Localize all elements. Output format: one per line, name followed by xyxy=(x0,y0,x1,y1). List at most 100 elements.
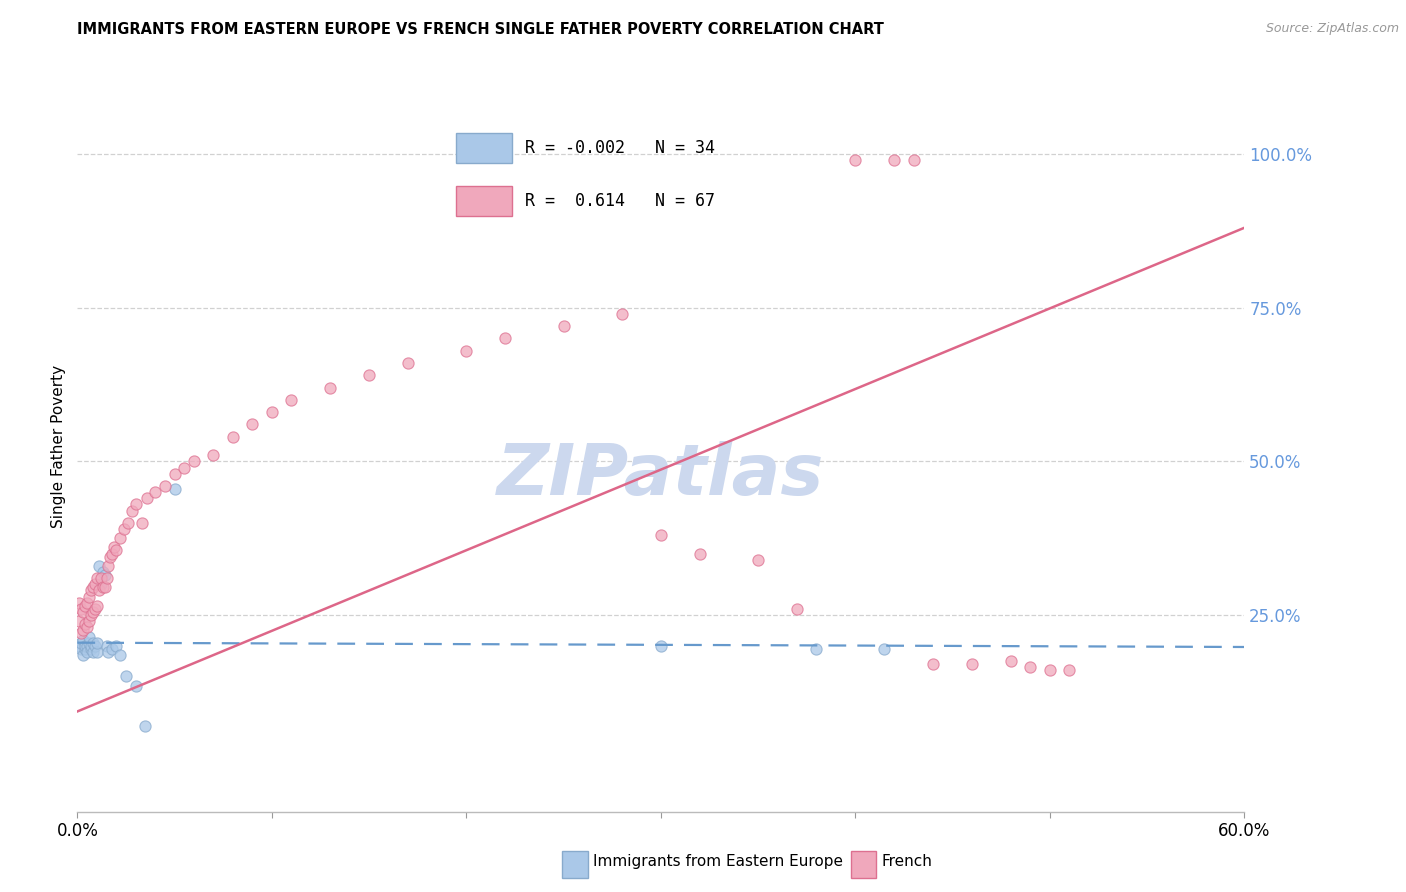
Point xyxy=(103,541,125,555)
Point xyxy=(456,343,478,358)
Point xyxy=(82,645,104,659)
Point xyxy=(91,580,114,594)
Point xyxy=(77,590,100,604)
Point xyxy=(124,679,148,693)
Point xyxy=(86,599,108,613)
Point xyxy=(87,558,110,573)
Point xyxy=(689,547,711,561)
Point xyxy=(117,516,139,530)
Point xyxy=(75,617,97,632)
Point xyxy=(91,565,114,579)
Point xyxy=(70,602,93,616)
Text: Source: ZipAtlas.com: Source: ZipAtlas.com xyxy=(1265,22,1399,36)
Point xyxy=(67,639,90,653)
Point xyxy=(75,639,97,653)
Point xyxy=(90,577,112,591)
Point xyxy=(163,467,186,481)
Point xyxy=(1039,664,1062,678)
Point xyxy=(75,641,97,656)
Point xyxy=(86,636,108,650)
Point xyxy=(70,641,93,656)
Point xyxy=(610,307,633,321)
Point xyxy=(1000,654,1022,668)
Text: French: French xyxy=(882,855,932,869)
Point xyxy=(83,639,105,653)
Point xyxy=(72,624,94,638)
Point xyxy=(76,645,98,659)
Point xyxy=(67,614,90,628)
Point xyxy=(883,153,905,168)
Point xyxy=(173,460,195,475)
Point xyxy=(72,648,94,662)
Point xyxy=(1059,664,1081,678)
Text: IMMIGRANTS FROM EASTERN EUROPE VS FRENCH SINGLE FATHER POVERTY CORRELATION CHART: IMMIGRANTS FROM EASTERN EUROPE VS FRENCH… xyxy=(77,22,884,37)
Point xyxy=(359,368,381,383)
Point xyxy=(222,430,245,444)
Point xyxy=(82,580,104,594)
Point xyxy=(76,620,98,634)
Point xyxy=(97,558,120,573)
Point xyxy=(105,639,128,653)
Point xyxy=(786,602,808,616)
Point xyxy=(96,571,118,585)
Point xyxy=(76,639,98,653)
Point xyxy=(650,639,672,653)
Point xyxy=(319,381,342,395)
Point xyxy=(80,583,103,598)
Point xyxy=(70,626,93,640)
Point xyxy=(101,641,124,656)
Point xyxy=(72,632,94,647)
Point xyxy=(873,641,896,656)
Point xyxy=(77,636,100,650)
Point xyxy=(80,639,103,653)
Point xyxy=(806,641,828,656)
Point xyxy=(121,503,143,517)
Point xyxy=(922,657,945,672)
Point xyxy=(650,528,672,542)
Point xyxy=(183,454,205,468)
Point xyxy=(86,645,108,659)
Point xyxy=(747,552,769,566)
Point xyxy=(553,319,575,334)
Point xyxy=(100,549,122,564)
Point xyxy=(72,605,94,619)
Point xyxy=(163,482,186,496)
Point xyxy=(242,417,264,432)
Point xyxy=(108,648,131,662)
Point xyxy=(75,599,97,613)
Point xyxy=(97,645,120,659)
Point xyxy=(70,636,93,650)
Point xyxy=(86,571,108,585)
Point xyxy=(101,547,124,561)
Point xyxy=(124,497,148,511)
Point xyxy=(903,153,925,168)
Point xyxy=(77,614,100,628)
Point xyxy=(112,522,135,536)
Point xyxy=(76,596,98,610)
Text: ZIPatlas: ZIPatlas xyxy=(498,441,824,509)
Point xyxy=(960,657,983,672)
Point xyxy=(280,392,302,407)
Point xyxy=(143,485,166,500)
Point xyxy=(396,356,419,370)
Point xyxy=(96,639,118,653)
Point xyxy=(134,719,156,733)
Point xyxy=(93,568,115,582)
Point xyxy=(494,331,516,345)
Point xyxy=(90,571,112,585)
Point xyxy=(1019,660,1042,674)
Point xyxy=(80,641,103,656)
Point xyxy=(260,405,283,419)
Point xyxy=(82,605,104,619)
Point xyxy=(108,531,131,545)
Y-axis label: Single Father Poverty: Single Father Poverty xyxy=(51,365,66,527)
Point xyxy=(136,491,159,506)
Point xyxy=(67,596,90,610)
Point xyxy=(202,448,225,462)
Point xyxy=(83,577,105,591)
Text: Immigrants from Eastern Europe: Immigrants from Eastern Europe xyxy=(593,855,844,869)
Point xyxy=(83,602,105,616)
Point xyxy=(93,580,115,594)
Point xyxy=(82,636,104,650)
Point xyxy=(80,607,103,622)
